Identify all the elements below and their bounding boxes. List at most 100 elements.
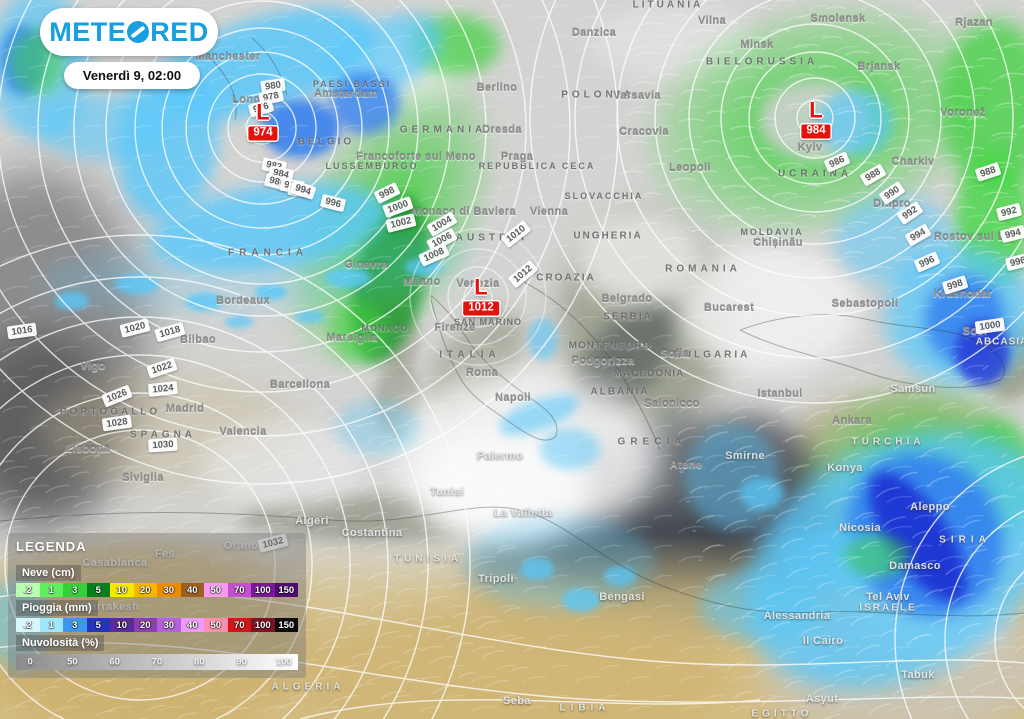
snow-scale-stop: 3 <box>63 583 87 597</box>
map-label-city: Bengasi <box>599 591 645 603</box>
map-label-city: Milano <box>403 276 441 288</box>
map-label-city: Marsiglia <box>326 332 378 344</box>
meteored-logo[interactable]: METE RED <box>40 8 218 56</box>
map-label-city: Voronež <box>940 107 986 119</box>
map-label-city: Bordeaux <box>216 295 270 307</box>
isobar-label: 1016 <box>6 322 38 340</box>
map-label-country: BULGARIA <box>673 349 751 361</box>
legend-snow-label: Neve (cm) <box>16 565 81 581</box>
map-label-country: SPAGNA <box>129 429 197 441</box>
rain-scale-stop: .2 <box>16 618 40 632</box>
isobar-label: 1000 <box>974 317 1006 335</box>
isobar-label: 1020 <box>119 318 151 338</box>
map-label-city: Atene <box>669 459 703 471</box>
low-pressure-marker: L 1012 <box>463 274 499 316</box>
snow-scale-stop: 10 <box>110 583 134 597</box>
rain-scale-stop: 10 <box>110 618 134 632</box>
map-label-city: Rostov sul Don <box>933 231 1021 243</box>
legend-rain-label: Pioggia (mm) <box>16 600 98 616</box>
map-label-city: Barcellona <box>269 379 331 391</box>
map-label-country: MOLDAVIA <box>740 227 804 237</box>
map-label-city: Aleppo <box>910 501 950 513</box>
logo-text-left: METE <box>49 16 127 47</box>
low-pressure-marker: L 974 <box>248 99 278 141</box>
isobar-label: 1010 <box>500 219 532 249</box>
map-label-city: Salonicco <box>644 398 700 410</box>
map-label-city: Krasnodar <box>933 288 993 300</box>
logo-text-right: RED <box>150 16 209 47</box>
isobar-label: 982 <box>260 157 288 175</box>
legend-panel: LEGENDA Neve (cm) .2 1 3 5 10 20 30 40 50 70 100 15… <box>8 533 306 678</box>
snow-scale-stop: 100 <box>251 583 275 597</box>
isobar-label: 1024 <box>147 381 179 397</box>
map-label-city: Amsterdam <box>313 88 379 100</box>
isobar-label: 986 <box>823 151 851 173</box>
isobar-label: 1006 <box>426 227 458 253</box>
isobar-label: 984 <box>267 165 295 183</box>
map-label-country: PAESI BASSI <box>312 79 392 89</box>
map-label-country: GRECIA <box>617 436 687 448</box>
map-label-city: Minsk <box>740 39 774 51</box>
isobar-label: 1022 <box>146 357 178 379</box>
snow-scale-stop: .2 <box>16 583 40 597</box>
snow-scale-stop: 30 <box>157 583 181 597</box>
low-pressure-value: 974 <box>248 126 278 141</box>
isobar-label: 996 <box>319 193 347 213</box>
forecast-time-text: Venerdì 9, 02:00 <box>82 68 182 83</box>
map-label-city: Dresda <box>482 124 522 136</box>
rain-scale-stop: 150 <box>274 618 298 632</box>
isobar-label: 1002 <box>385 213 417 233</box>
map-label-city: Siviglia <box>122 472 164 484</box>
map-label-city: Nicosia <box>839 522 881 534</box>
rain-scale-stop: 3 <box>63 618 87 632</box>
isobar-label: 1030 <box>148 437 178 453</box>
map-label-country: LIBIA <box>559 702 611 714</box>
map-label-city: Venezia <box>456 278 500 290</box>
isobar-label: 990 <box>878 180 906 206</box>
isobar-label: 994 <box>999 224 1024 244</box>
rain-scale-stop: 1 <box>39 618 63 632</box>
map-label-city: Tunisi <box>430 486 464 498</box>
map-label-country: SERBIA <box>603 311 653 323</box>
map-label-country: SIRIA <box>939 534 991 546</box>
isobar-label: 1012 <box>507 259 539 289</box>
map-label-city: Valencia <box>219 426 267 438</box>
map-label-city: Francoforte sul Meno <box>356 151 476 163</box>
map-label-city: Istanbul <box>757 388 803 400</box>
map-label-city: Kyiv <box>797 142 823 154</box>
map-label-city: Dnipro <box>873 198 911 210</box>
map-label-city: Bucarest <box>703 302 755 314</box>
isobar-label: 1026 <box>101 384 133 408</box>
map-label-city: Monaco di Baviera <box>412 206 516 218</box>
map-label-city: Tel Aviv <box>866 591 910 603</box>
low-pressure-symbol: L <box>474 274 488 300</box>
map-label-city: Seba <box>503 695 531 707</box>
isobar-label: 994 <box>904 223 932 247</box>
forecast-time-label: Venerdì 9, 02:00 <box>64 62 200 89</box>
low-pressure-symbol: L <box>256 99 270 125</box>
map-label-city: Praga <box>500 151 534 163</box>
map-label-city: Bilbao <box>179 334 217 346</box>
isobar-label: 1004 <box>426 211 458 237</box>
rain-scale-stop: 20 <box>133 618 157 632</box>
map-label-city: Konya <box>827 462 863 474</box>
snow-scale-stop: 1 <box>39 583 63 597</box>
map-label-city: Ginevra <box>344 259 388 271</box>
map-label-city: Sebastopoli <box>831 298 899 310</box>
map-label-country: SLOVACCHIA <box>564 191 644 201</box>
isobar-label: 1008 <box>418 243 450 267</box>
map-label-city: Vigo <box>80 360 106 372</box>
snow-scale-stop: 5 <box>86 583 110 597</box>
isobar-label: 996 <box>913 251 941 273</box>
map-label-country: POLONIA <box>561 89 635 101</box>
low-pressure-value: 1012 <box>463 301 499 316</box>
isobar-label: 978 <box>257 88 285 106</box>
snow-scale-bar: .2 1 3 5 10 20 30 40 50 70 100 150 <box>16 583 298 597</box>
rain-scale-stop: 100 <box>251 618 275 632</box>
isobar-label: 988 <box>279 177 305 195</box>
map-label-city: Smirne <box>725 450 765 462</box>
map-label-city: Danzica <box>571 27 617 39</box>
cloud-scale-bar: 0 50 60 70 80 90 100 <box>16 654 298 670</box>
map-label-city: Vienna <box>529 206 569 218</box>
